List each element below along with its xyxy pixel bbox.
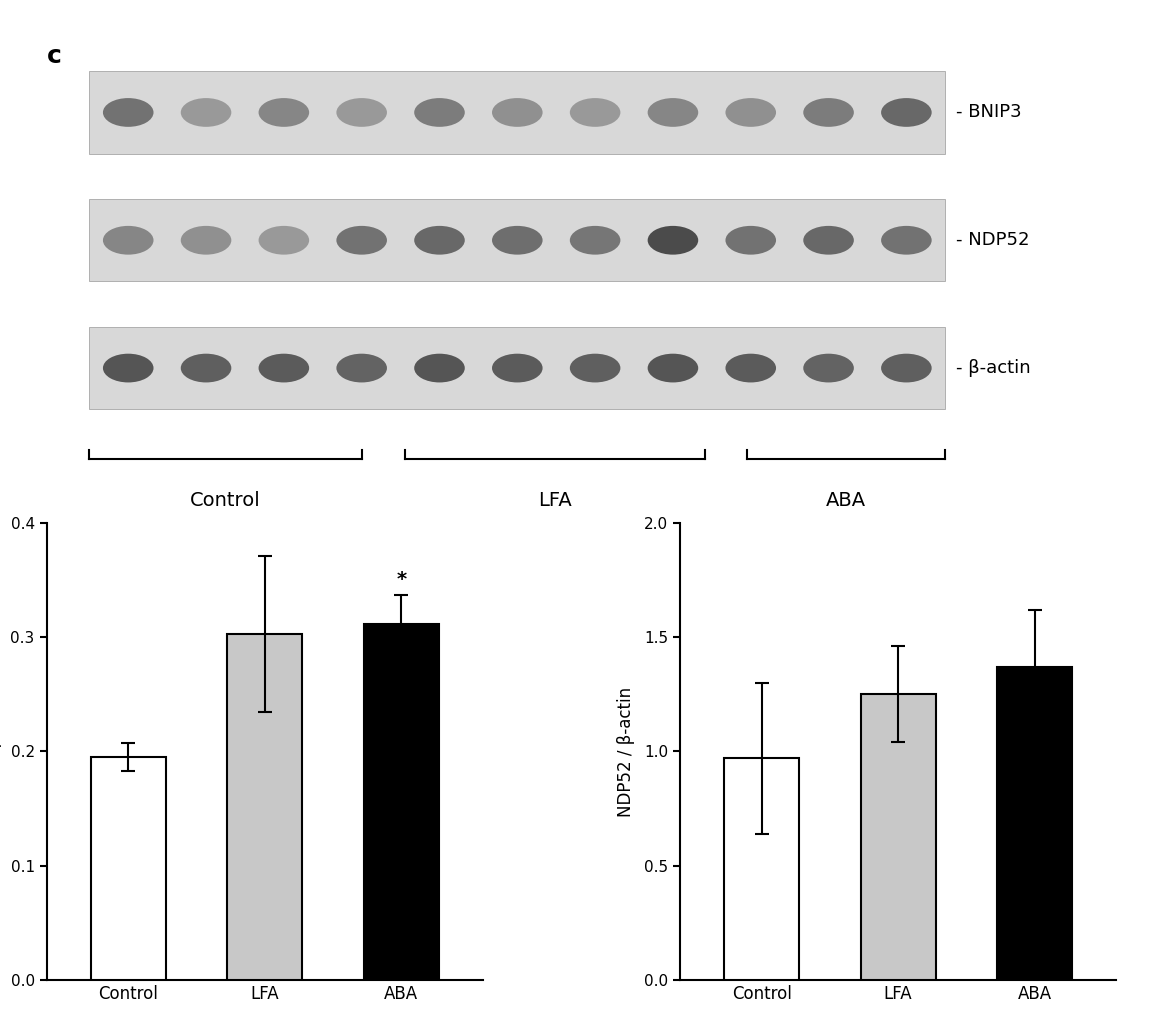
Ellipse shape	[492, 226, 543, 255]
Ellipse shape	[726, 226, 776, 255]
FancyBboxPatch shape	[90, 327, 946, 409]
Text: c: c	[47, 44, 62, 68]
FancyBboxPatch shape	[90, 72, 946, 154]
Ellipse shape	[414, 98, 465, 127]
Ellipse shape	[104, 354, 154, 383]
Text: - BNIP3: - BNIP3	[956, 103, 1021, 121]
Ellipse shape	[882, 226, 932, 255]
Ellipse shape	[336, 354, 387, 383]
Bar	[861, 695, 936, 980]
Ellipse shape	[570, 354, 620, 383]
Y-axis label: NDP52 / β-actin: NDP52 / β-actin	[618, 687, 635, 816]
Ellipse shape	[258, 98, 309, 127]
Ellipse shape	[882, 98, 932, 127]
Ellipse shape	[258, 226, 309, 255]
Ellipse shape	[180, 98, 231, 127]
Ellipse shape	[104, 226, 154, 255]
Bar	[227, 634, 302, 980]
Bar	[725, 759, 799, 980]
Ellipse shape	[414, 226, 465, 255]
Ellipse shape	[726, 354, 776, 383]
Text: Control: Control	[191, 491, 262, 510]
Text: - β-actin: - β-actin	[956, 360, 1030, 377]
Ellipse shape	[804, 226, 854, 255]
Text: *: *	[397, 571, 406, 590]
Ellipse shape	[570, 98, 620, 127]
Ellipse shape	[258, 354, 309, 383]
FancyBboxPatch shape	[90, 199, 946, 282]
Text: - NDP52: - NDP52	[956, 231, 1029, 249]
Text: LFA: LFA	[537, 491, 572, 510]
Ellipse shape	[570, 226, 620, 255]
Bar	[997, 667, 1072, 980]
Ellipse shape	[882, 354, 932, 383]
Ellipse shape	[492, 98, 543, 127]
Ellipse shape	[492, 354, 543, 383]
Text: ABA: ABA	[826, 491, 866, 510]
Bar	[364, 623, 438, 980]
Ellipse shape	[414, 354, 465, 383]
Ellipse shape	[336, 226, 387, 255]
Y-axis label: BNIP3 / β-actin: BNIP3 / β-actin	[0, 690, 2, 813]
Ellipse shape	[726, 98, 776, 127]
Ellipse shape	[804, 98, 854, 127]
Ellipse shape	[804, 354, 854, 383]
Bar	[91, 758, 166, 980]
Ellipse shape	[180, 354, 231, 383]
Ellipse shape	[648, 354, 698, 383]
Ellipse shape	[336, 98, 387, 127]
Ellipse shape	[104, 98, 154, 127]
Ellipse shape	[648, 226, 698, 255]
Ellipse shape	[648, 98, 698, 127]
Ellipse shape	[180, 226, 231, 255]
